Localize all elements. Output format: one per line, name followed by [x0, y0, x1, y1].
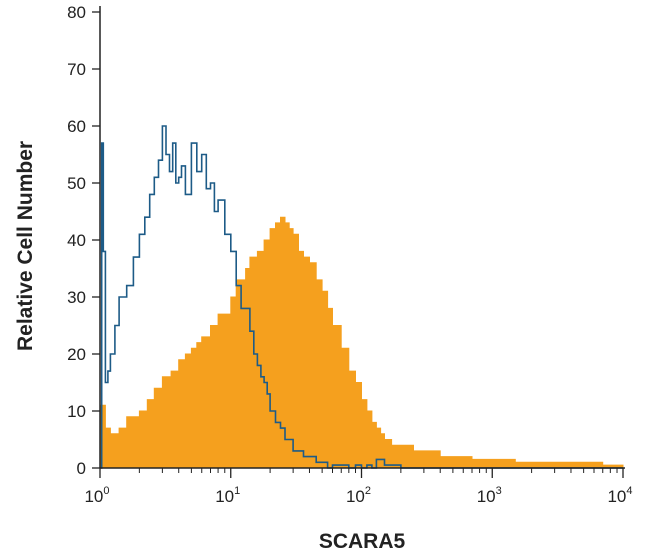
axes [99, 6, 625, 469]
y-tick-label: 20 [67, 345, 86, 364]
x-tick-label: 102 [346, 485, 371, 506]
x-tick-label: 103 [477, 485, 502, 506]
y-tick-label: 70 [67, 60, 86, 79]
histogram-filled-series [99, 216, 624, 469]
y-tick-label: 60 [67, 117, 86, 136]
y-tick-label: 40 [67, 231, 86, 250]
y-tick-label: 10 [67, 402, 86, 421]
x-axis-ticks: 100 101 102 103 104 [84, 468, 633, 506]
plot-series [99, 125, 624, 469]
histogram-outline-series [100, 125, 623, 469]
y-tick-label: 0 [77, 459, 86, 478]
x-tick-label: 101 [215, 485, 240, 506]
y-tick-label: 30 [67, 288, 86, 307]
x-tick-label: 100 [84, 485, 109, 506]
y-axis-title: Relative Cell Number [14, 141, 37, 351]
y-tick-label: 50 [67, 174, 86, 193]
x-tick-label: 104 [607, 485, 632, 506]
y-axis-ticks: 0 10 20 30 40 50 60 70 80 [67, 3, 100, 478]
x-axis-title: SCARA5 [319, 530, 406, 553]
y-tick-label: 80 [67, 3, 86, 22]
